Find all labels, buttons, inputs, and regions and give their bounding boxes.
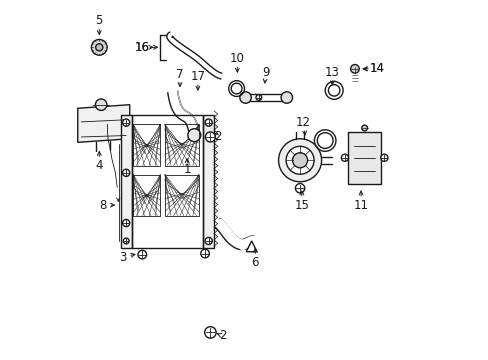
Polygon shape [121,116,131,248]
Circle shape [122,169,129,176]
Circle shape [138,250,146,259]
Text: 2: 2 [219,329,226,342]
Circle shape [122,119,129,126]
Text: 14: 14 [369,62,384,75]
Circle shape [123,238,129,244]
Bar [133,125,160,166]
Text: 2: 2 [213,130,221,144]
Circle shape [278,139,321,182]
Text: 7: 7 [176,68,183,81]
Circle shape [231,83,242,94]
Bar [133,175,160,216]
Text: 6: 6 [251,256,259,269]
Circle shape [281,92,292,103]
Circle shape [361,125,367,131]
Bar [348,132,380,184]
Circle shape [295,184,304,193]
Circle shape [239,92,251,103]
Circle shape [96,44,102,51]
Text: 5: 5 [95,14,103,27]
Polygon shape [203,116,214,248]
Text: 9: 9 [262,66,269,79]
Text: 8: 8 [99,199,106,212]
Text: 10: 10 [229,51,244,64]
Circle shape [328,85,339,96]
Circle shape [122,220,129,226]
Text: 12: 12 [296,116,310,129]
Text: 17: 17 [190,69,205,82]
Circle shape [204,119,212,126]
Text: 14: 14 [369,62,384,75]
Polygon shape [246,241,257,252]
Bar [131,116,203,248]
Circle shape [201,249,209,258]
Text: 13: 13 [324,66,339,79]
Circle shape [292,153,307,168]
Circle shape [95,99,107,111]
Polygon shape [78,105,129,142]
Circle shape [341,154,348,161]
Circle shape [187,129,201,141]
Circle shape [317,133,332,148]
Text: 3: 3 [119,251,126,264]
Text: 4: 4 [95,159,103,172]
Circle shape [350,64,359,73]
Text: 1: 1 [183,163,190,176]
Circle shape [204,237,212,244]
Bar [164,175,199,216]
Text: 15: 15 [294,199,309,212]
Circle shape [380,154,387,161]
Circle shape [255,95,261,100]
Text: 16: 16 [135,41,149,54]
Text: 16: 16 [135,41,149,54]
Text: 11: 11 [353,199,368,212]
Circle shape [205,132,215,142]
Circle shape [91,40,107,55]
Bar [164,125,199,166]
Circle shape [204,327,216,338]
Circle shape [285,146,313,174]
